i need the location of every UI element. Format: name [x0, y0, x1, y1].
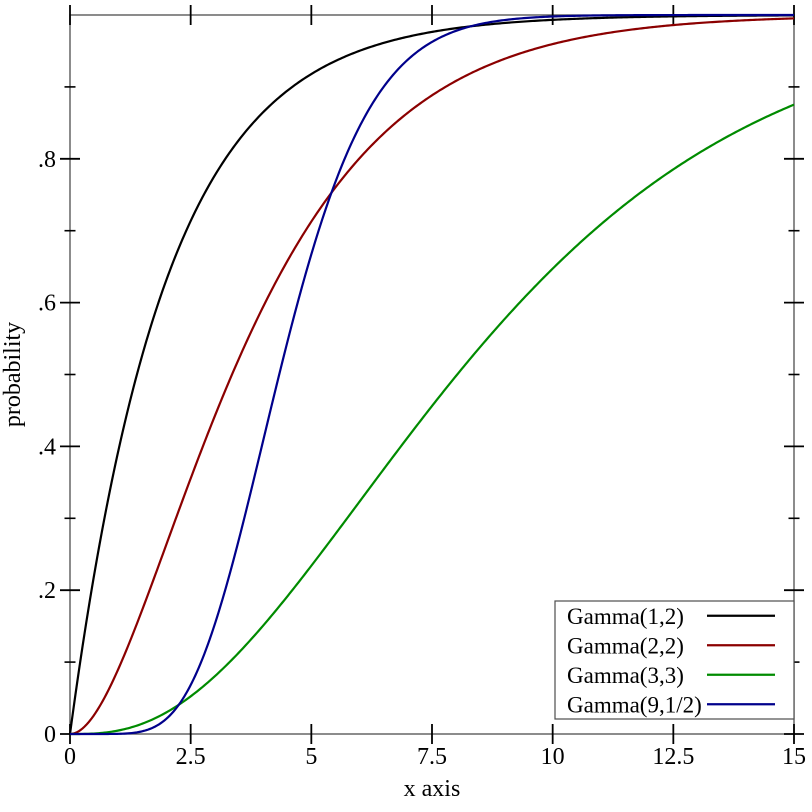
svg-text:10: 10: [541, 744, 565, 770]
svg-text:15: 15: [782, 744, 806, 770]
svg-text:.4: .4: [38, 434, 56, 460]
svg-text:7.5: 7.5: [417, 744, 447, 770]
svg-text:Gamma(1,2): Gamma(1,2): [567, 604, 684, 629]
svg-text:Gamma(9,1/2): Gamma(9,1/2): [567, 692, 702, 717]
svg-text:.8: .8: [38, 147, 56, 173]
svg-text:12.5: 12.5: [652, 744, 694, 770]
svg-text:.2: .2: [38, 578, 56, 604]
svg-text:.6: .6: [38, 291, 56, 317]
svg-text:probability: probability: [0, 322, 26, 427]
svg-text:Gamma(3,3): Gamma(3,3): [567, 663, 684, 688]
svg-text:2.5: 2.5: [176, 744, 206, 770]
svg-text:Gamma(2,2): Gamma(2,2): [567, 633, 684, 658]
svg-text:5: 5: [305, 744, 317, 770]
svg-text:x axis: x axis: [404, 776, 461, 802]
svg-text:0: 0: [44, 722, 56, 748]
svg-text:0: 0: [64, 744, 76, 770]
